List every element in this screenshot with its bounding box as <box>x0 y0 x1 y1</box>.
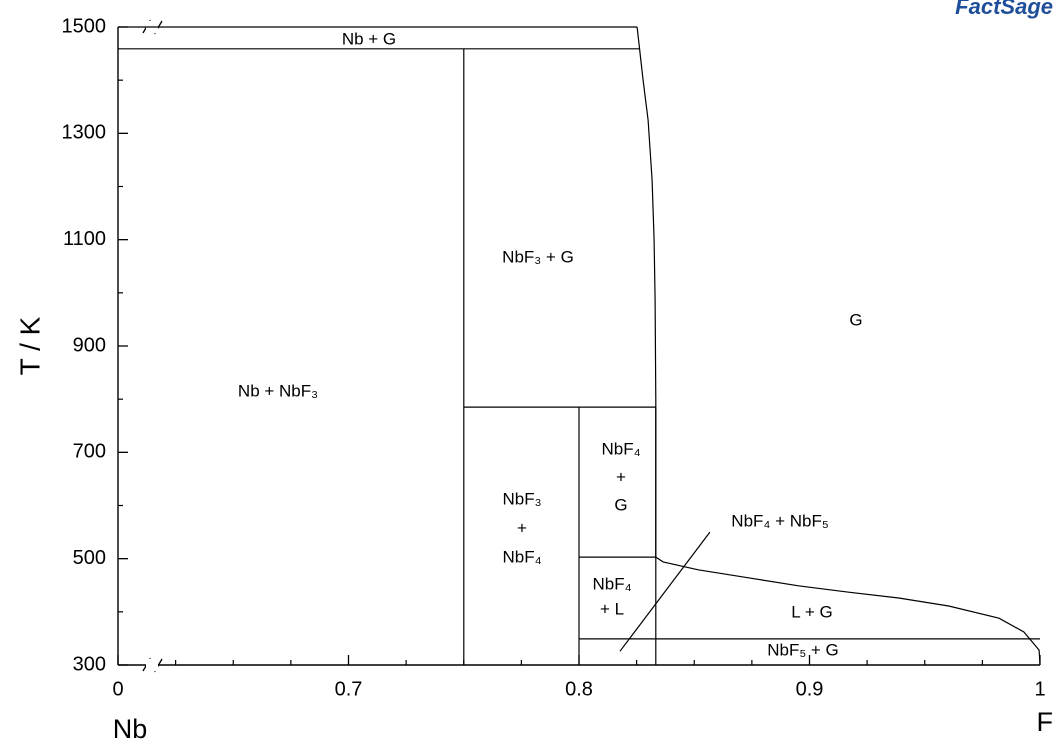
region-label: + <box>616 467 626 486</box>
y-tick-label: 1100 <box>63 228 106 250</box>
region-label: NbF₄ <box>601 439 640 458</box>
phase-boundary <box>636 26 657 558</box>
axis-break-gap <box>146 659 158 671</box>
region-label: NbF₄ <box>592 574 631 593</box>
region-label: Nb + NbF₃ <box>238 381 318 400</box>
region-label: + L <box>600 599 624 618</box>
x-tick-label: 0.8 <box>565 678 593 700</box>
y-tick-label: 500 <box>73 547 106 569</box>
phase-boundary <box>655 556 1041 666</box>
region-label: G <box>849 310 862 329</box>
region-label: L + G <box>791 602 832 621</box>
region-label: NbF₃ <box>502 489 541 508</box>
y-tick-label: 700 <box>73 441 106 463</box>
region-label: NbF₄ <box>502 547 541 566</box>
region-label: NbF₃ + G <box>502 247 574 266</box>
logo: FactSage <box>955 0 1053 19</box>
y-tick-label: 1500 <box>62 15 107 37</box>
x-left-label: Nb <box>113 714 148 743</box>
x-right-label: F <box>1037 707 1053 737</box>
region-label: Nb + G <box>342 29 396 48</box>
region-label: NbF₅ + G <box>767 640 839 659</box>
x-tick-label: 0 <box>112 678 123 700</box>
y-tick-label: 300 <box>73 653 106 675</box>
y-tick-label: 900 <box>73 334 106 356</box>
phase-boundary <box>619 531 711 652</box>
region-label: + <box>517 518 527 537</box>
y-tick-label: 1300 <box>62 122 107 144</box>
region-label: NbF₄ + NbF₅ <box>731 511 828 530</box>
x-tick-label: 0.7 <box>335 678 363 700</box>
y-axis-label: T / K <box>14 316 45 375</box>
x-tick-label: 0.9 <box>796 678 824 700</box>
x-tick-label: 1 <box>1034 678 1045 700</box>
region-label: G <box>614 495 627 514</box>
